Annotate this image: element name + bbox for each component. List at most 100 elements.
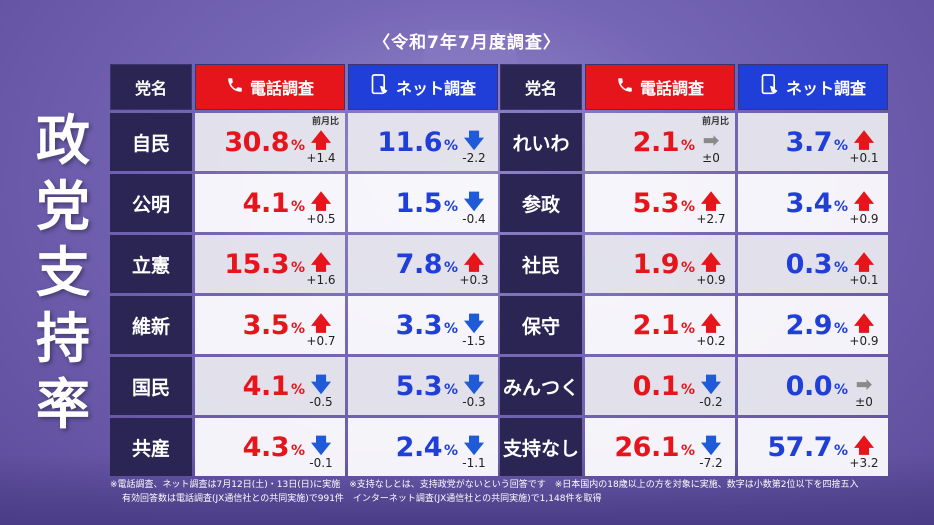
net-survey-header: ネット調査	[348, 64, 498, 110]
change-value: +0.1	[849, 151, 879, 165]
percent-unit: %	[681, 138, 696, 154]
phone-survey-change: 🡇 -0.2	[691, 363, 731, 409]
change-value: -1.1	[462, 456, 486, 470]
change-value: +1.4	[306, 151, 336, 165]
percent-unit: %	[291, 138, 306, 154]
change-value: ±0	[855, 395, 873, 409]
phone-survey-change: 🡅 +1.6	[301, 241, 341, 287]
change-value: -1.5	[462, 334, 486, 348]
left-table: 党名 電話調査 ネット調査 自民 前月比 30.8 % 🡅 +1.4	[110, 64, 500, 476]
arrow-up-icon: 🡅	[700, 311, 722, 335]
phone-survey-value: 2.1	[632, 309, 680, 341]
arrow-down-icon: 🡇	[463, 372, 485, 396]
phone-survey-cell: 1.9 % 🡅 +0.9	[585, 235, 735, 293]
phone-survey-change: 🡅 +0.5	[301, 180, 341, 226]
footnotes: ※電話調査、ネット調査は7月12日(土)・13日(日)に実施 ※支持なしとは、支…	[110, 478, 910, 506]
party-name: 国民	[110, 357, 192, 415]
side-title: 政 党 支 持 率	[28, 108, 98, 438]
net-survey-change: 🡅 +0.1	[844, 241, 884, 287]
survey-period-title: 〈令和7年7月度調査〉	[373, 33, 561, 53]
phone-survey-change: 🡅 +0.7	[301, 302, 341, 348]
arrow-up-icon: 🡅	[853, 311, 875, 335]
net-survey-value: 7.8	[395, 248, 443, 280]
arrow-down-icon: 🡇	[463, 189, 485, 213]
prev-month-label: 前月比	[311, 117, 339, 127]
change-value: +0.9	[696, 273, 726, 287]
party-name: 社民	[500, 235, 582, 293]
phone-survey-value: 26.1	[614, 431, 679, 463]
arrow-down-icon: 🡇	[700, 372, 722, 396]
phone-survey-value: 15.3	[224, 248, 289, 280]
party-name: 保守	[500, 296, 582, 354]
change-value: +0.9	[849, 334, 879, 348]
table-header: 党名 電話調査 ネット調査	[110, 64, 500, 110]
party-header: 党名	[110, 64, 192, 110]
net-survey-change: 🡅 +0.1	[844, 119, 884, 165]
arrow-down-icon: 🡇	[463, 128, 485, 152]
arrow-down-icon: 🡇	[700, 433, 722, 457]
change-value: -0.2	[699, 395, 723, 409]
net-survey-value: 57.7	[767, 431, 832, 463]
percent-unit: %	[681, 321, 696, 337]
net-survey-cell: 0.3 % 🡅 +0.1	[738, 235, 888, 293]
side-title-char: 持	[36, 307, 90, 370]
party-name: 支持なし	[500, 418, 582, 476]
net-survey-change: 🡇 -2.2	[454, 119, 494, 165]
party-header: 党名	[500, 64, 582, 110]
change-value: -0.3	[462, 395, 486, 409]
party-name: 公明	[110, 174, 192, 232]
phone-survey-header: 電話調査	[195, 64, 345, 110]
change-value: +0.5	[306, 212, 336, 226]
percent-unit: %	[291, 260, 306, 276]
change-value: +0.1	[849, 273, 879, 287]
phone-survey-change: 🡅 +1.4	[301, 119, 341, 165]
table-row: 公明 4.1 % 🡅 +0.5 1.5 % 🡇 -0.4	[110, 174, 500, 232]
change-value: +2.7	[696, 212, 726, 226]
percent-unit: %	[834, 138, 849, 154]
change-value: +3.2	[849, 456, 879, 470]
net-survey-change: 🡇 -0.3	[454, 363, 494, 409]
side-title-char: 率	[36, 373, 90, 436]
phone-survey-cell: 前月比 30.8 % 🡅 +1.4	[195, 113, 345, 171]
percent-unit: %	[444, 199, 459, 215]
net-survey-value: 3.3	[395, 309, 443, 341]
net-survey-cell: 7.8 % 🡅 +0.3	[348, 235, 498, 293]
table-row: 支持なし 26.1 % 🡇 -7.2 57.7 % 🡅 +3.2	[500, 418, 890, 476]
percent-unit: %	[834, 382, 849, 398]
change-value: +0.3	[459, 273, 489, 287]
phone-survey-cell: 4.3 % 🡇 -0.1	[195, 418, 345, 476]
change-value: +0.2	[696, 334, 726, 348]
net-survey-cell: 3.3 % 🡇 -1.5	[348, 296, 498, 354]
phone-survey-cell: 前月比 2.1 % ➡ ±0	[585, 113, 735, 171]
net-survey-change: 🡅 +0.9	[844, 180, 884, 226]
phone-survey-change: 🡅 +0.2	[691, 302, 731, 348]
net-survey-value: 0.3	[785, 248, 833, 280]
percent-unit: %	[681, 443, 696, 459]
change-value: ±0	[702, 151, 720, 165]
arrow-down-icon: 🡇	[463, 311, 485, 335]
phone-survey-value: 0.1	[632, 370, 680, 402]
phone-icon	[616, 76, 634, 98]
net-survey-cell: 57.7 % 🡅 +3.2	[738, 418, 888, 476]
percent-unit: %	[834, 321, 849, 337]
phone-survey-cell: 4.1 % 🡅 +0.5	[195, 174, 345, 232]
net-survey-value: 1.5	[395, 187, 443, 219]
percent-unit: %	[681, 199, 696, 215]
percent-unit: %	[291, 199, 306, 215]
net-survey-value: 2.4	[395, 431, 443, 463]
table-header: 党名 電話調査 ネット調査	[500, 64, 890, 110]
table-row: 社民 1.9 % 🡅 +0.9 0.3 % 🡅 +0.1	[500, 235, 890, 293]
phone-survey-cell: 3.5 % 🡅 +0.7	[195, 296, 345, 354]
right-table: 党名 電話調査 ネット調査 れいわ 前月比 2.1 % ➡ ±0	[500, 64, 890, 476]
change-value: -7.2	[699, 456, 723, 470]
percent-unit: %	[834, 199, 849, 215]
arrow-up-icon: 🡅	[310, 189, 332, 213]
phone-survey-value: 1.9	[632, 248, 680, 280]
phone-survey-value: 30.8	[224, 126, 289, 158]
party-name: 共産	[110, 418, 192, 476]
phone-survey-cell: 2.1 % 🡅 +0.2	[585, 296, 735, 354]
net-survey-change: 🡇 -1.1	[454, 424, 494, 470]
arrow-right-icon: ➡	[855, 372, 873, 396]
phone-survey-change: ➡ ±0	[691, 119, 731, 165]
table-row: れいわ 前月比 2.1 % ➡ ±0 3.7 % 🡅 +0.1	[500, 113, 890, 171]
